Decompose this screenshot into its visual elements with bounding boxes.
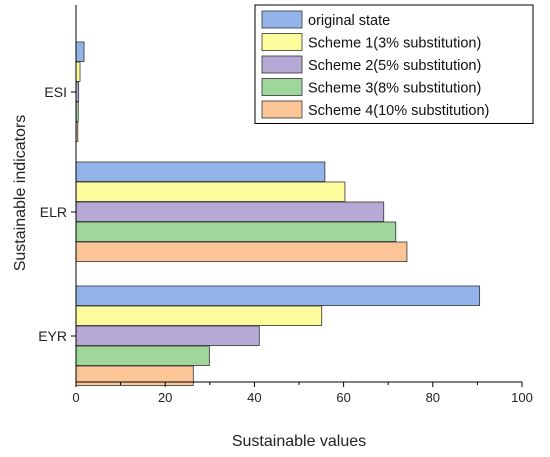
- y-category-label: EYR: [38, 328, 67, 344]
- legend-swatch-3: [261, 55, 303, 74]
- bars-group: [75, 41, 481, 386]
- bar-elr-series-3: [75, 201, 385, 222]
- x-tick-label: 20: [158, 390, 172, 405]
- legend-swatch-4: [261, 78, 303, 96]
- legend-label-3: Scheme 2(5% substitution): [308, 58, 481, 74]
- legend-label-2: Scheme 1(3% substitution): [308, 36, 481, 52]
- x-tick-label: 40: [247, 390, 261, 405]
- bar-eyr-series-1: [75, 285, 481, 306]
- bar-elr-series-5: [75, 241, 408, 262]
- bar-elr-series-4: [75, 221, 397, 242]
- y-category-label: ESI: [44, 84, 67, 100]
- y-categories-group: ESI ELR EYR: [38, 84, 76, 344]
- bar-elr-series-1: [75, 161, 326, 182]
- bar-eyr-series-5: [75, 365, 194, 386]
- x-ticks-group: 0 20 40 60 80 100: [72, 382, 533, 405]
- bar-esi-series-2: [75, 61, 81, 82]
- bar-eyr-series-4: [75, 345, 210, 366]
- legend-label-4: Scheme 3(8% substitution): [308, 81, 481, 97]
- legend-label-1: original state: [308, 13, 390, 29]
- legend-label-5: Scheme 4(10% substitution): [308, 103, 489, 119]
- x-tick-label: 60: [336, 390, 350, 405]
- bar-eyr-series-2: [75, 305, 323, 326]
- y-category-label: ELR: [40, 204, 67, 220]
- legend-swatch-1: [261, 10, 303, 29]
- bar-eyr-series-3: [75, 325, 260, 346]
- x-tick-label: 0: [72, 390, 79, 405]
- y-axis-title: Sustainable indicators: [12, 115, 29, 272]
- x-axis-title: Sustainable values: [232, 433, 366, 450]
- bar-esi-series-1: [75, 41, 85, 62]
- x-tick-label: 100: [511, 390, 533, 405]
- bar-elr-series-2: [75, 181, 346, 202]
- x-tick-label: 80: [426, 390, 440, 405]
- legend-swatch-5: [261, 100, 303, 119]
- legend: original state Scheme 1(3% substitution) S…: [254, 4, 534, 124]
- legend-swatch-2: [261, 33, 303, 51]
